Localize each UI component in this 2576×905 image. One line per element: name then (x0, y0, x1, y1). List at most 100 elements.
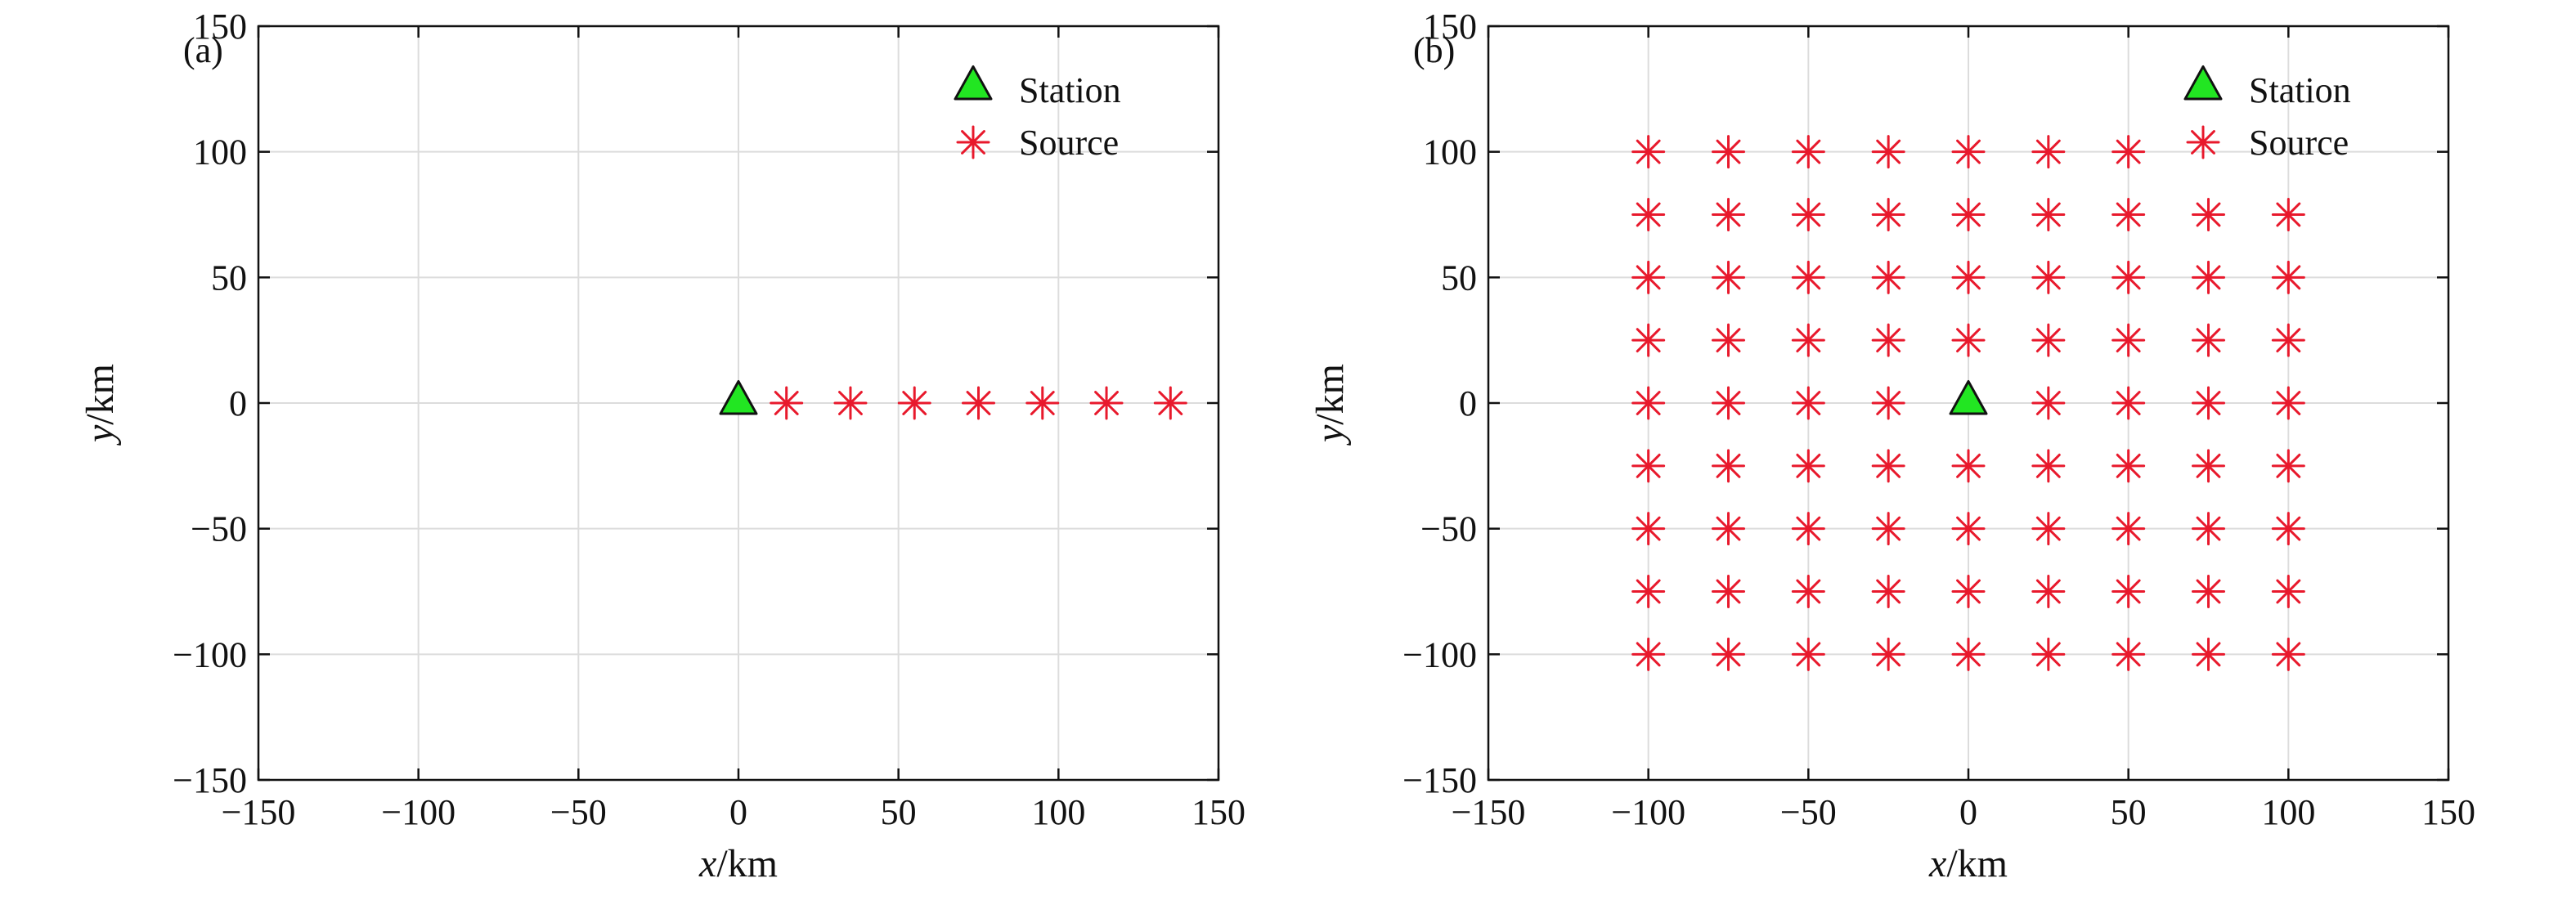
series-source (770, 386, 1187, 420)
source-marker (2112, 386, 2146, 420)
source-marker (2031, 135, 2066, 169)
source-marker (1712, 575, 1745, 608)
source-marker (2031, 449, 2066, 483)
source-marker (2031, 386, 2066, 420)
y-tick-label: 0 (229, 383, 247, 423)
source-marker (1025, 386, 1060, 420)
source-marker (1871, 637, 1905, 671)
source-marker (1089, 386, 1124, 420)
legend-label: Station (1019, 70, 1121, 110)
source-marker (770, 386, 804, 420)
source-marker (1791, 512, 1825, 546)
source-marker (2112, 198, 2146, 231)
y-tick-label: −150 (1402, 760, 1477, 800)
x-tick-label: −100 (381, 792, 456, 832)
source-marker (1153, 386, 1187, 420)
triangle-icon (954, 65, 993, 101)
y-tick-label: 100 (1423, 132, 1477, 172)
legend-item-station: Station (954, 65, 1121, 110)
source-marker (2112, 260, 2146, 294)
source-marker (1712, 323, 1745, 357)
source-marker (2112, 637, 2146, 671)
ticks: −150 −100 −50 0 50 100 150 −150 −100 −50 0 50 100 150 (1402, 7, 2475, 832)
series-station (1949, 379, 1988, 415)
y-tick-label: 50 (211, 258, 247, 298)
source-marker (2271, 323, 2305, 357)
panel-a: −150 −100 −50 0 50 100 150 −150 −100 −50 0 50 100 150… (79, 7, 1245, 885)
source-marker (2031, 637, 2066, 671)
source-marker (2112, 323, 2146, 357)
source-marker (1712, 198, 1745, 231)
source-marker (1871, 386, 1905, 420)
source-marker (833, 386, 868, 420)
x-tick-label: 0 (1959, 792, 1977, 832)
x-tick-label: 50 (2111, 792, 2147, 832)
x-tick-label: 50 (881, 792, 917, 832)
source-marker (1631, 449, 1666, 483)
legend-item-source: Source (956, 123, 1119, 163)
series-source (1631, 135, 2305, 671)
asterisk-icon (956, 125, 990, 159)
asterisk-icon (2186, 125, 2220, 159)
source-marker (1631, 386, 1666, 420)
source-marker (1791, 386, 1825, 420)
y-tick-label: 50 (1441, 258, 1477, 298)
source-marker (2271, 575, 2305, 608)
series-station (719, 379, 758, 415)
source-marker (1871, 512, 1905, 546)
x-tick-label: 150 (2421, 792, 2475, 832)
source-marker (1791, 260, 1825, 294)
source-marker (1871, 449, 1905, 483)
source-marker (1631, 260, 1666, 294)
source-marker (1712, 135, 1745, 169)
source-marker (1791, 575, 1825, 608)
y-tick-label: −50 (191, 509, 247, 549)
source-marker (2031, 198, 2066, 231)
y-tick-label: 0 (1459, 383, 1477, 423)
station-marker (719, 379, 758, 415)
legend: Station Source (954, 65, 1121, 163)
source-marker (1791, 198, 1825, 231)
source-marker (2112, 575, 2146, 608)
y-tick-label: −100 (173, 634, 247, 674)
source-marker (1712, 512, 1745, 546)
source-marker (2192, 637, 2225, 671)
panel-label: (a) (183, 30, 223, 70)
source-marker (2192, 449, 2225, 483)
source-marker (1791, 135, 1825, 169)
source-marker (1712, 386, 1745, 420)
source-marker (897, 386, 931, 420)
ticks: −150 −100 −50 0 50 100 150 −150 −100 −50 0 50 100 150 (173, 7, 1245, 832)
x-tick-label: −50 (1780, 792, 1837, 832)
x-tick-label: 0 (729, 792, 747, 832)
source-marker (1951, 449, 1986, 483)
source-marker (1631, 323, 1666, 357)
source-marker (1951, 198, 1986, 231)
x-tick-label: 100 (2261, 792, 2315, 832)
source-marker (962, 386, 995, 420)
source-marker (1951, 323, 1986, 357)
source-marker (1631, 135, 1666, 169)
source-marker (2271, 637, 2305, 671)
source-marker (1871, 323, 1905, 357)
source-marker (2271, 198, 2305, 231)
source-marker (2192, 198, 2225, 231)
legend-label: Source (2249, 123, 2349, 163)
source-marker (1871, 198, 1905, 231)
source-marker (2271, 260, 2305, 294)
source-marker (1631, 512, 1666, 546)
source-marker (2192, 323, 2225, 357)
y-tick-label: 150 (193, 7, 247, 47)
source-marker (2271, 386, 2305, 420)
source-marker (2031, 512, 2066, 546)
source-marker (1951, 135, 1986, 169)
source-marker (1951, 512, 1986, 546)
x-tick-label: −150 (1452, 792, 1526, 832)
source-marker (2031, 575, 2066, 608)
x-tick-label: 100 (1031, 792, 1085, 832)
legend-item-source: Source (2186, 123, 2349, 163)
x-tick-label: −100 (1611, 792, 1685, 832)
y-axis-label: y/km (1308, 364, 1352, 446)
source-marker (1791, 449, 1825, 483)
